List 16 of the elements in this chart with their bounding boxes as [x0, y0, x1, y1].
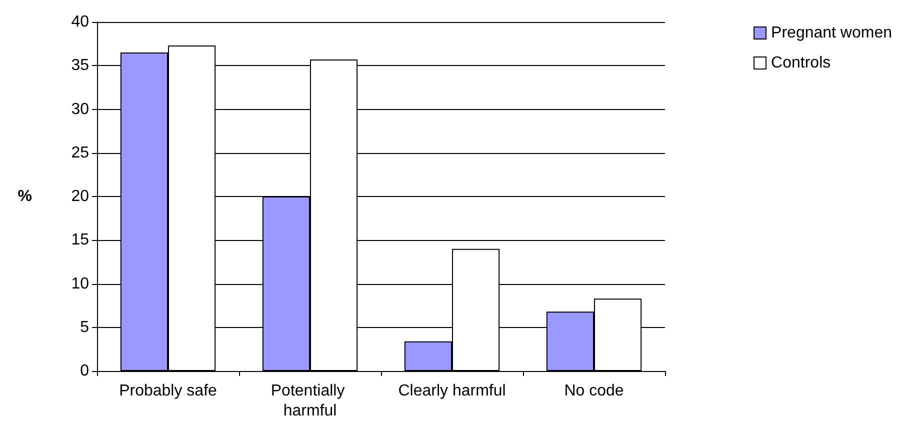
y-tick-label: 25 — [71, 144, 90, 162]
y-tick-label: 10 — [71, 275, 90, 292]
y-tick-label: 30 — [71, 100, 90, 118]
y-tick-label: 35 — [71, 57, 90, 74]
legend-label: Controls — [771, 54, 831, 72]
x-tick-label: Probably safe — [119, 382, 218, 400]
y-tick-label: 5 — [80, 318, 90, 336]
x-tick-label: Clearly harmful — [398, 382, 506, 400]
y-axis-title: % — [18, 188, 32, 205]
y-tick-label: 0 — [80, 362, 90, 380]
y-tick-label: 20 — [71, 188, 90, 205]
y-tick-label: 40 — [71, 14, 90, 30]
legend-label: Pregnant women — [771, 24, 892, 42]
x-tick-label: No code — [564, 382, 624, 400]
x-tick-label: Potentially harmful — [270, 382, 350, 420]
y-tick-label: 15 — [71, 232, 90, 249]
